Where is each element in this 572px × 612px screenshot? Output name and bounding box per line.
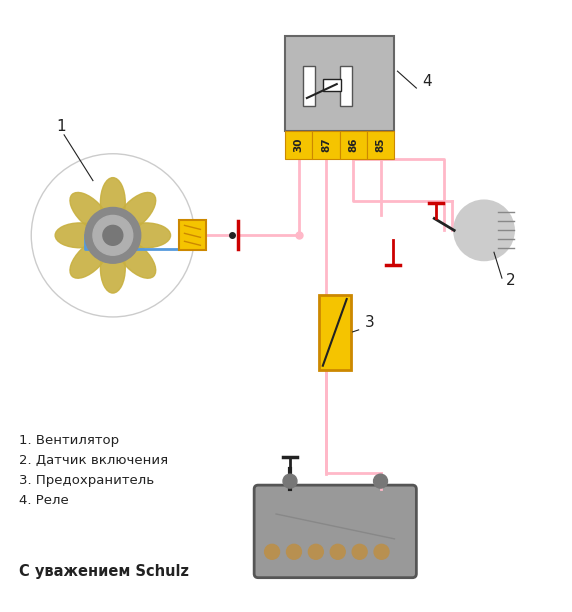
Text: 2: 2 bbox=[506, 273, 515, 288]
Text: 87: 87 bbox=[321, 138, 331, 152]
Circle shape bbox=[330, 544, 345, 559]
Text: 4. Реле: 4. Реле bbox=[19, 494, 69, 507]
Bar bbox=[319, 295, 351, 370]
Ellipse shape bbox=[116, 192, 156, 232]
Text: 85: 85 bbox=[376, 138, 386, 152]
Text: 3. Предохранитель: 3. Предохранитель bbox=[19, 474, 154, 487]
Bar bbox=[285, 36, 395, 131]
Bar bbox=[178, 220, 206, 250]
Circle shape bbox=[374, 544, 389, 559]
Circle shape bbox=[103, 225, 123, 245]
Ellipse shape bbox=[101, 244, 125, 293]
Ellipse shape bbox=[70, 192, 109, 232]
Circle shape bbox=[93, 215, 133, 255]
Bar bbox=[367, 131, 395, 159]
Circle shape bbox=[308, 544, 323, 559]
Circle shape bbox=[374, 474, 387, 488]
Circle shape bbox=[454, 201, 514, 260]
Bar bbox=[312, 131, 340, 159]
Bar bbox=[303, 66, 315, 106]
Ellipse shape bbox=[121, 223, 170, 248]
Text: 86: 86 bbox=[348, 138, 359, 152]
Circle shape bbox=[283, 474, 297, 488]
Circle shape bbox=[265, 544, 280, 559]
Bar bbox=[340, 66, 352, 106]
FancyBboxPatch shape bbox=[254, 485, 416, 578]
Bar bbox=[323, 79, 341, 91]
Circle shape bbox=[287, 544, 301, 559]
Circle shape bbox=[352, 544, 367, 559]
Ellipse shape bbox=[116, 239, 156, 278]
Ellipse shape bbox=[55, 223, 105, 248]
Text: С уважением Schulz: С уважением Schulz bbox=[19, 564, 189, 579]
Bar bbox=[285, 131, 312, 159]
Text: 30: 30 bbox=[293, 138, 304, 152]
Ellipse shape bbox=[101, 177, 125, 228]
Text: 4: 4 bbox=[422, 74, 432, 89]
Text: 3: 3 bbox=[364, 315, 374, 330]
Text: 1: 1 bbox=[56, 119, 66, 134]
Text: 2. Датчик включения: 2. Датчик включения bbox=[19, 454, 168, 468]
Bar bbox=[340, 131, 367, 159]
Ellipse shape bbox=[70, 239, 109, 278]
Circle shape bbox=[85, 207, 141, 263]
Text: 1. Вентилятор: 1. Вентилятор bbox=[19, 435, 120, 447]
